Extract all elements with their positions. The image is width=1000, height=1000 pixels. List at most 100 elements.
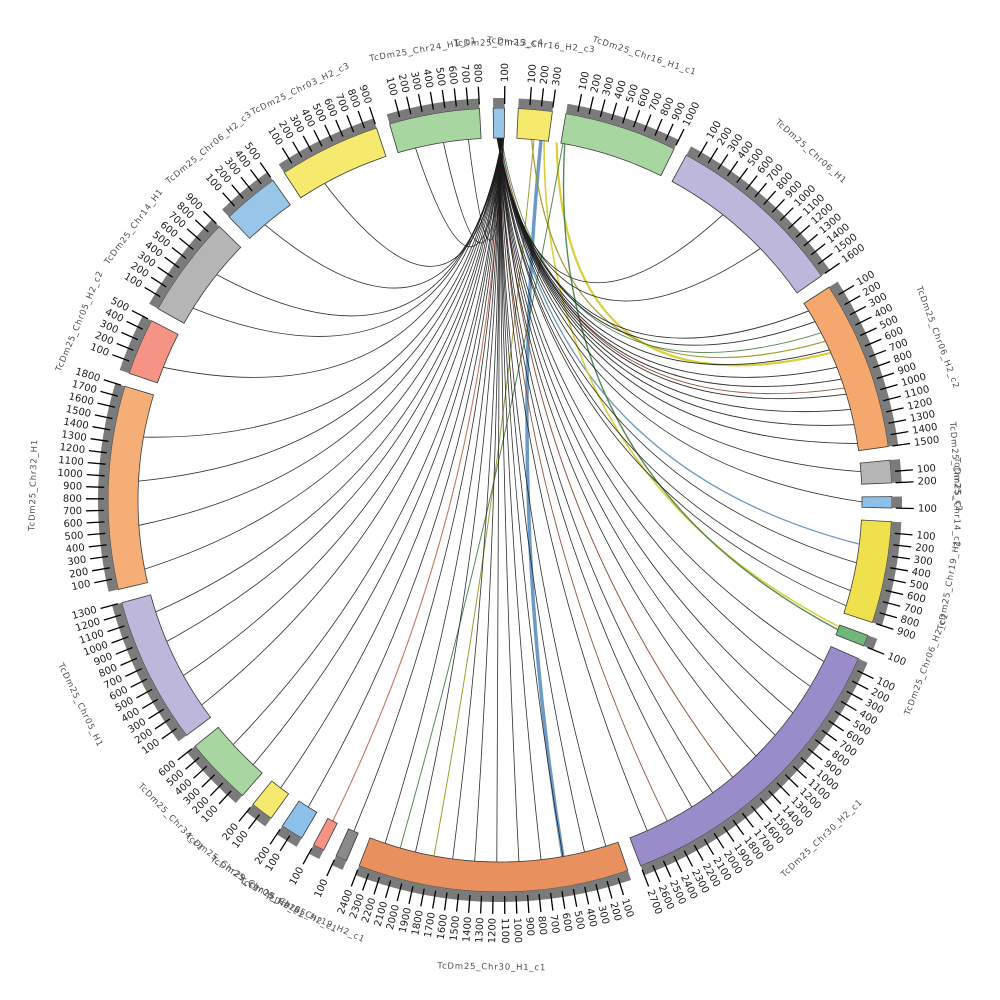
- tick-mark: [588, 96, 594, 115]
- segment-name-label-0: TcDm25_Chr13_c4: [453, 38, 544, 48]
- tick-mark: [641, 869, 650, 887]
- tick-mark: [840, 700, 857, 712]
- tick-mark: [894, 469, 913, 472]
- tick-label: 300: [551, 66, 564, 86]
- tick-mark: [313, 129, 323, 147]
- tick-mark: [632, 109, 641, 128]
- tick-mark: [867, 646, 885, 655]
- tick-label: 1900: [398, 907, 414, 934]
- synteny-link: [452, 137, 501, 859]
- synteny-link: [183, 137, 502, 676]
- tick-mark: [86, 521, 105, 524]
- tick-label: 500: [572, 910, 586, 931]
- tick-mark: [350, 869, 359, 887]
- tick-mark: [373, 877, 381, 895]
- tick-mark: [231, 184, 244, 199]
- tick-mark: [814, 739, 830, 752]
- tick-mark: [201, 774, 216, 788]
- chromosome-segment-TcDm25_Chr30_H1_c1: [358, 837, 629, 893]
- chromosome-segment-TcDm25_Chr30_H2_c1: [629, 645, 859, 867]
- tick-mark: [90, 555, 109, 560]
- tick-label: 100: [886, 651, 908, 668]
- synteny-link: [497, 137, 857, 564]
- tick-label: 100: [918, 504, 937, 515]
- tick-mark: [526, 894, 530, 914]
- chromosome-segment-TcDm25_Chr06_H2_c1: [835, 624, 869, 647]
- tick-mark: [821, 729, 838, 742]
- tick-mark: [828, 720, 845, 732]
- segment-name-label-2: TcDm25_Chr16_H1_c1: [590, 35, 697, 78]
- tick-mark: [890, 430, 909, 436]
- tick-label: 800: [63, 494, 82, 505]
- tick-mark: [396, 883, 403, 902]
- tick-label: 1000: [57, 468, 83, 481]
- synteny-link: [144, 137, 502, 570]
- tick-label: 1500: [65, 404, 92, 420]
- segment-cap-TcDm25_Chr06_H1: [686, 146, 830, 276]
- tick-mark: [194, 219, 209, 233]
- tick-mark: [864, 338, 882, 347]
- tick-mark: [150, 276, 167, 288]
- tick-mark: [895, 481, 914, 484]
- tick-label: 600: [560, 912, 574, 933]
- synteny-link: [497, 137, 861, 472]
- tick-label: 900: [523, 917, 535, 937]
- synteny-link: [415, 137, 501, 853]
- tick-mark: [855, 316, 872, 326]
- tick-mark: [887, 578, 906, 584]
- synteny-link: [498, 137, 825, 662]
- synteny-link: [232, 137, 502, 745]
- synteny-link: [498, 137, 851, 591]
- tick-mark: [247, 814, 261, 830]
- tick-label: 200: [539, 65, 552, 85]
- tick-mark: [361, 873, 370, 891]
- tick-mark: [125, 668, 142, 677]
- tick-label: 600: [63, 518, 83, 530]
- segment-cap-TcDm25_Chr03_H2_c3: [278, 118, 377, 173]
- tick-mark: [209, 782, 224, 797]
- tick-label: 1300: [61, 429, 88, 444]
- synteny-link: [555, 142, 831, 367]
- tick-label: 100: [527, 64, 539, 84]
- synteny-link: [497, 137, 858, 444]
- synteny-link: [499, 137, 564, 857]
- tick-mark: [795, 224, 811, 238]
- tick-mark: [665, 123, 674, 141]
- chromosome-segment-TcDm25_Chr06_H2_c3: [228, 179, 291, 240]
- synteny-link: [497, 137, 863, 503]
- synteny-link: [443, 137, 504, 244]
- tick-mark: [90, 438, 109, 442]
- tick-label: 100: [383, 76, 398, 97]
- chromosome-segment-TcDm25_Chr16_H1_c1: [560, 113, 675, 177]
- tick-label: 400: [911, 567, 932, 581]
- tick-mark: [154, 718, 171, 730]
- synteny-link: [415, 137, 504, 248]
- tick-mark: [675, 128, 685, 146]
- tick-mark: [203, 210, 217, 225]
- synteny-link: [384, 137, 501, 844]
- tick-mark: [100, 603, 118, 610]
- tick-label: 200: [396, 73, 411, 94]
- tick-mark: [885, 589, 904, 596]
- tick-mark: [467, 894, 471, 913]
- segment-cap-TcDm25_Chr14_c2: [891, 496, 902, 509]
- tick-mark: [888, 419, 907, 424]
- tick-mark: [876, 372, 895, 380]
- tick-mark: [754, 182, 767, 198]
- segments-layer: [97, 98, 902, 903]
- tick-label: 100: [619, 898, 635, 920]
- tick-label: 700: [458, 64, 471, 84]
- tick-mark: [857, 670, 874, 680]
- tick-mark: [779, 207, 794, 221]
- segment-cap-TcDm25_Chr19_H2_c1: [331, 856, 347, 870]
- tick-mark: [141, 698, 159, 709]
- segment-cap-TcDm25_Chr19_H1: [872, 521, 902, 626]
- tick-label: 800: [535, 916, 548, 936]
- chromosome-segment-TcDm25_Chr14_H1: [157, 225, 242, 324]
- tick-mark: [103, 379, 122, 386]
- synteny-link: [138, 137, 503, 526]
- tick-mark: [617, 877, 625, 896]
- tick-mark: [540, 88, 545, 107]
- tick-label: 100: [917, 463, 937, 475]
- tick-mark: [693, 844, 704, 862]
